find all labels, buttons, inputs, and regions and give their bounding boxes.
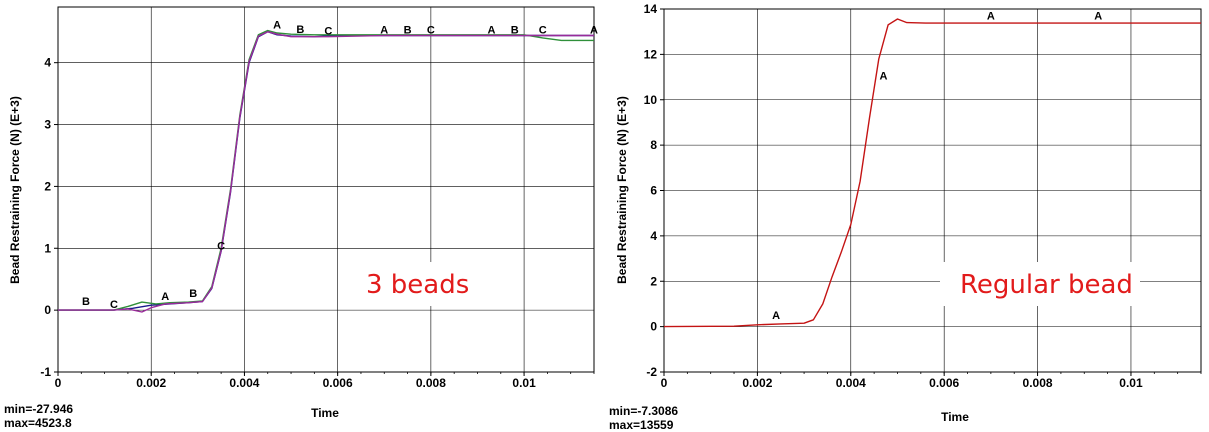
- series-line-A: [663, 18, 1201, 328]
- series-marker-C: C: [427, 24, 435, 36]
- series-marker-A: A: [487, 24, 495, 36]
- chart-right: 0 0.002 0.004 0.006 0.008 0.01 -2 0 2 4 6 8 10 12 14 A…: [609, 2, 1202, 432]
- x-tick-label: 0.002: [742, 376, 772, 390]
- series-marker-A: A: [161, 291, 169, 303]
- series-marker-C: C: [217, 240, 225, 252]
- ticks-left: 0 0.002 0.004 0.006 0.008 0.01 -1 0 1 2 3 4: [40, 56, 595, 390]
- series-marker-B: B: [82, 296, 90, 308]
- series-marker-A: A: [273, 20, 281, 32]
- y-tick-label: 0: [44, 303, 51, 317]
- min-label-right: min=-7.3086: [609, 404, 678, 418]
- series-right: [663, 18, 1201, 328]
- y-tick-label: 2: [650, 274, 657, 288]
- y-tick-label: 12: [644, 47, 658, 61]
- series-marker-A: A: [1094, 10, 1102, 22]
- x-tick-label: 0.002: [136, 376, 166, 390]
- y-tick-label: -1: [40, 365, 51, 379]
- series-marker-B: B: [189, 288, 197, 300]
- series-marker-C: C: [110, 299, 118, 311]
- max-label-left: max=4523.8: [4, 416, 72, 430]
- y-tick-label: 4: [650, 229, 657, 243]
- series-marker-A: A: [879, 71, 887, 83]
- x-tick-label: 0.004: [229, 376, 259, 390]
- x-axis-label-right: Time: [941, 410, 969, 424]
- y-axis-label-left: Bead Restraining Force (N) (E+3): [8, 96, 22, 284]
- series-marker-A: A: [987, 10, 995, 22]
- markers-right: A A A A: [772, 10, 1102, 321]
- y-tick-label: 0: [650, 320, 657, 334]
- annotation-right: Regular bead: [960, 270, 1133, 300]
- y-tick-label: 8: [650, 138, 657, 152]
- annotation-left: 3 beads: [366, 270, 469, 300]
- markers-left: A A A A A B B B B B C C C C C: [82, 20, 598, 312]
- series-marker-C: C: [324, 26, 332, 38]
- x-tick-label: 0.004: [836, 376, 866, 390]
- series-marker-B: B: [404, 24, 412, 36]
- y-tick-label: 1: [44, 241, 51, 255]
- y-tick-label: 3: [44, 118, 51, 132]
- series-marker-B: B: [296, 24, 304, 36]
- y-tick-label: 4: [44, 56, 51, 70]
- chart-left: 0 0.002 0.004 0.006 0.008 0.01 -1 0 1 2 3 4 A A A A A B B…: [4, 6, 598, 430]
- series-marker-B: B: [511, 24, 519, 36]
- x-tick-label: 0.01: [512, 376, 536, 390]
- x-tick-label: 0.008: [416, 376, 446, 390]
- gridlines-right: [664, 9, 1201, 372]
- y-tick-label: 14: [644, 2, 658, 16]
- series-marker-A: A: [380, 24, 388, 36]
- series-left: [58, 29, 594, 313]
- y-tick-label: 6: [650, 184, 657, 198]
- series-marker-A: A: [590, 24, 598, 36]
- x-tick-label: 0.01: [1119, 376, 1143, 390]
- series-marker-A: A: [772, 310, 780, 322]
- x-axis-label-left: Time: [311, 406, 339, 420]
- series-marker-C: C: [539, 24, 547, 36]
- x-tick-label: 0: [55, 376, 62, 390]
- y-axis-label-right: Bead Restraining Force (N) (E+3): [615, 96, 629, 284]
- series-line-C: [58, 31, 594, 313]
- annotation-box-right: [940, 262, 1140, 306]
- x-tick-label: 0.006: [323, 376, 353, 390]
- min-label-left: min=-27.946: [4, 402, 73, 416]
- x-tick-label: 0.006: [929, 376, 959, 390]
- x-tick-label: 0: [661, 376, 668, 390]
- annotation-box-left: [352, 262, 492, 306]
- max-label-right: max=13559: [609, 418, 674, 432]
- plot-frame-left: [57, 6, 595, 373]
- y-tick-label: 2: [44, 179, 51, 193]
- ticks-right: 0 0.002 0.004 0.006 0.008 0.01 -2 0 2 4 6 8 10 12 14: [644, 2, 1202, 390]
- y-tick-label: -2: [646, 365, 657, 379]
- y-tick-label: 10: [644, 93, 658, 107]
- x-tick-label: 0.008: [1023, 376, 1053, 390]
